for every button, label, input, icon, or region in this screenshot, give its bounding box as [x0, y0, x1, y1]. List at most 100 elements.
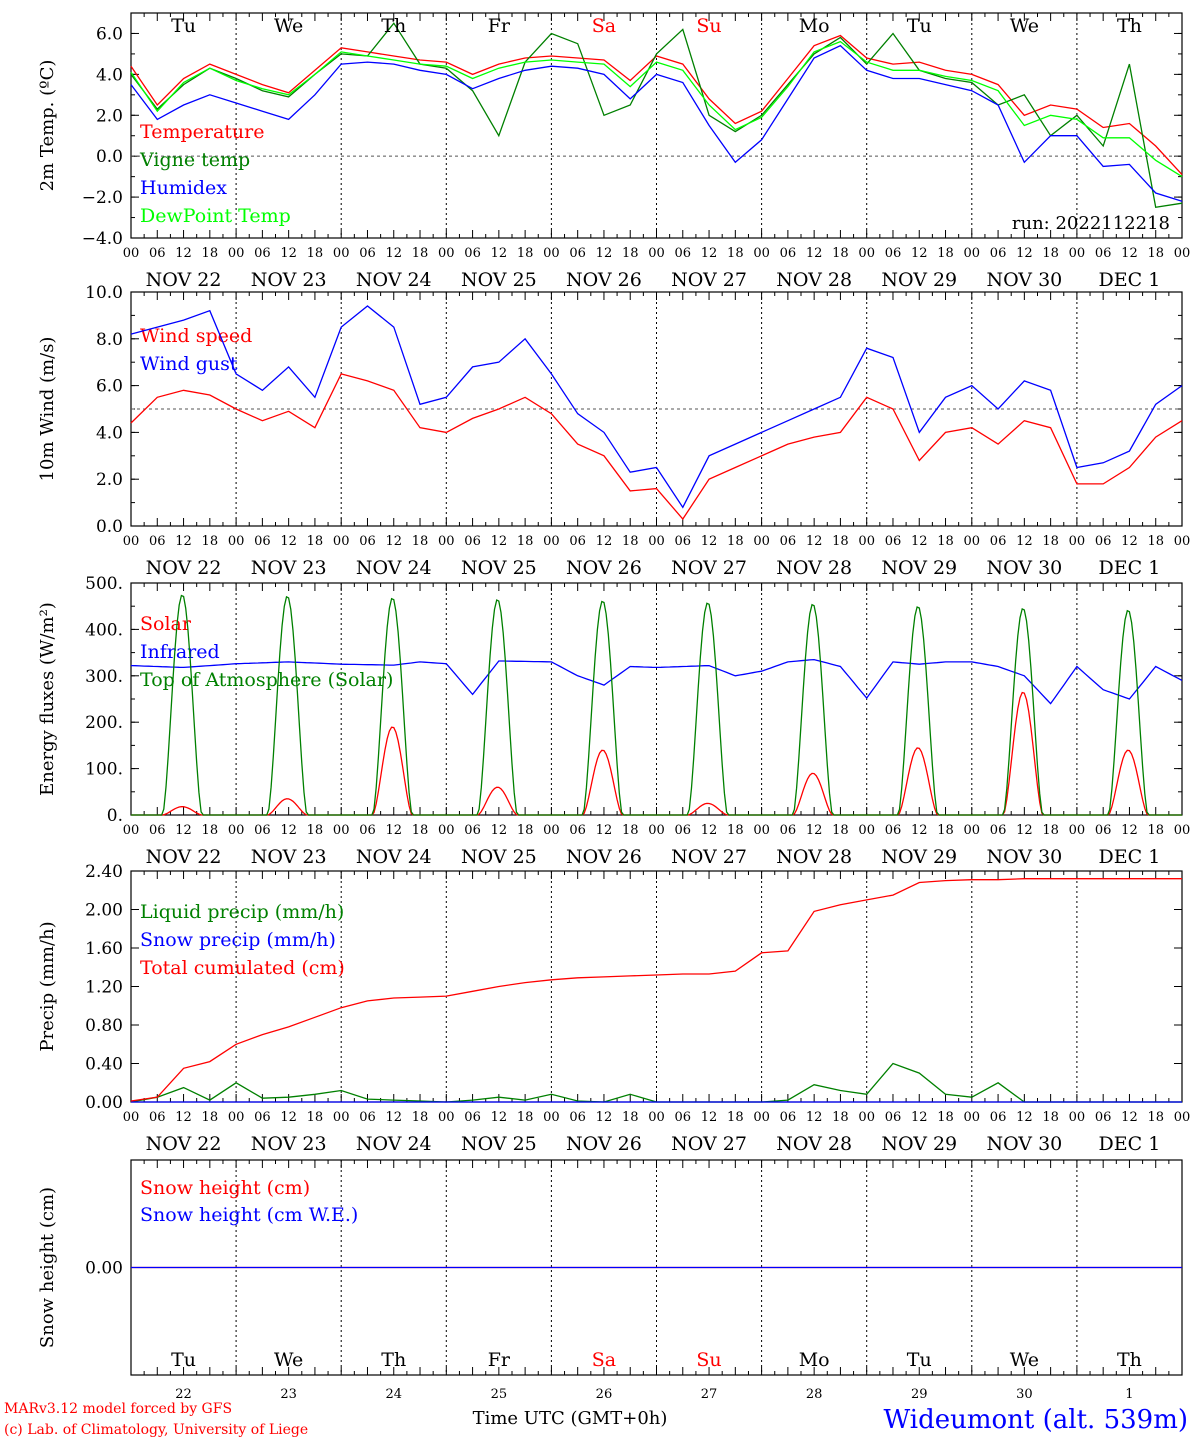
hour-label: 00 [1174, 246, 1191, 261]
hour-label: 00 [438, 246, 455, 261]
hour-label: 00 [1174, 1110, 1191, 1125]
hour-label: 12 [491, 246, 508, 261]
hour-label: 12 [806, 534, 823, 549]
weekday-label: Th [1117, 1349, 1142, 1371]
legend-entry: Solar [140, 613, 192, 635]
hour-label: 12 [385, 534, 402, 549]
series-line-infrared [130, 658, 1183, 705]
hour-label: 00 [228, 246, 245, 261]
hour-label: 00 [228, 823, 245, 838]
legend-entry: Infrared [140, 641, 220, 663]
weekday-label: Mo [799, 1349, 830, 1371]
hour-label: 06 [780, 1110, 797, 1125]
date-label: NOV 22 [146, 269, 222, 291]
hour-label: 00 [438, 823, 455, 838]
hour-label: 00 [1069, 823, 1086, 838]
weekday-label: Tu [907, 15, 932, 37]
date-label: NOV 23 [251, 269, 327, 291]
hour-label: 00 [438, 534, 455, 549]
hour-label: 18 [1147, 246, 1164, 261]
series-line-humidex [130, 44, 1183, 202]
hour-label: 00 [1069, 1110, 1086, 1125]
hour-label: 00 [333, 1110, 350, 1125]
hour-label: 18 [832, 534, 849, 549]
date-label: NOV 27 [671, 1133, 747, 1155]
date-label: NOV 24 [356, 269, 432, 291]
date-label: NOV 29 [881, 557, 957, 579]
hour-label: 18 [202, 534, 219, 549]
date-label: NOV 30 [986, 269, 1062, 291]
hour-label: 00 [1174, 534, 1191, 549]
date-label: NOV 24 [356, 846, 432, 868]
hour-label: 12 [1016, 823, 1033, 838]
hour-label: 06 [569, 534, 586, 549]
hour-label: 06 [780, 246, 797, 261]
y-axis-label: 2m Temp. (ºC) [37, 60, 58, 192]
hour-label: 06 [254, 246, 271, 261]
hour-label: 18 [937, 1110, 954, 1125]
hour-label: 12 [175, 1110, 192, 1125]
legend-entry: Top of Atmosphere (Solar) [140, 669, 393, 691]
date-label: NOV 23 [251, 557, 327, 579]
hour-label: 00 [648, 246, 665, 261]
hour-label: 00 [333, 823, 350, 838]
hour-label: 06 [990, 246, 1007, 261]
hour-label: 18 [622, 534, 639, 549]
date-label: NOV 28 [776, 846, 852, 868]
hour-label: 00 [333, 246, 350, 261]
legend-entry: Snow precip (mm/h) [140, 929, 336, 951]
hour-label: 00 [123, 246, 140, 261]
weekday-label: Sa [592, 15, 616, 37]
hour-label: 00 [964, 246, 981, 261]
day-number: 1 [1125, 1387, 1133, 1402]
weekday-label: Su [696, 1349, 721, 1371]
day-number: 22 [175, 1387, 192, 1402]
date-label: NOV 28 [776, 269, 852, 291]
date-label: NOV 25 [461, 269, 537, 291]
hour-label: 18 [1042, 1110, 1059, 1125]
hour-label: 00 [964, 823, 981, 838]
hour-label: 06 [885, 246, 902, 261]
legend-entry: Humidex [140, 177, 227, 199]
weekday-label: We [274, 15, 303, 37]
hour-label: 12 [1121, 246, 1138, 261]
hour-label: 06 [254, 1110, 271, 1125]
hour-label: 06 [359, 1110, 376, 1125]
hour-label: 18 [622, 246, 639, 261]
hour-label: 18 [1147, 534, 1164, 549]
y-tick-label: 500. [85, 574, 123, 594]
hour-label: 12 [280, 1110, 297, 1125]
footer: MARv3.12 model forced by GFS (c) Lab. of… [4, 1401, 1188, 1438]
hour-label: 18 [517, 823, 534, 838]
hour-label: 18 [832, 1110, 849, 1125]
hour-label: 00 [543, 1110, 560, 1125]
legend-entry: Snow height (cm W.E.) [140, 1204, 358, 1226]
date-label: NOV 30 [986, 557, 1062, 579]
hour-label: 00 [753, 1110, 770, 1125]
hour-label: 12 [701, 1110, 718, 1125]
hour-label: 12 [701, 534, 718, 549]
hour-label: 18 [727, 246, 744, 261]
hour-label: 12 [491, 1110, 508, 1125]
date-label: NOV 28 [776, 557, 852, 579]
hour-label: 18 [202, 246, 219, 261]
hour-label: 06 [569, 823, 586, 838]
hour-label: 06 [675, 1110, 692, 1125]
series-line-dewpoint-temp [130, 40, 1183, 178]
hour-label: 18 [517, 534, 534, 549]
hour-label: 12 [491, 534, 508, 549]
hour-label: 06 [990, 823, 1007, 838]
y-tick-label: 0.0 [96, 147, 123, 167]
hour-label: 18 [1042, 823, 1059, 838]
y-tick-label: 1.20 [85, 978, 123, 998]
panel-1: −4.0 −2.0 0.0 2.0 4.0 6.0 2m Temp. (ºC) Tempera… [37, 12, 1191, 291]
date-label: DEC 1 [1099, 557, 1161, 579]
date-label: DEC 1 [1099, 846, 1161, 868]
hour-label: 00 [964, 1110, 981, 1125]
day-number: 24 [385, 1387, 402, 1402]
hour-label: 12 [1016, 534, 1033, 549]
y-tick-label: 0.40 [85, 1055, 123, 1075]
hour-label: 00 [858, 246, 875, 261]
y-tick-label: 2.40 [85, 862, 123, 882]
hour-label: 06 [1095, 246, 1112, 261]
